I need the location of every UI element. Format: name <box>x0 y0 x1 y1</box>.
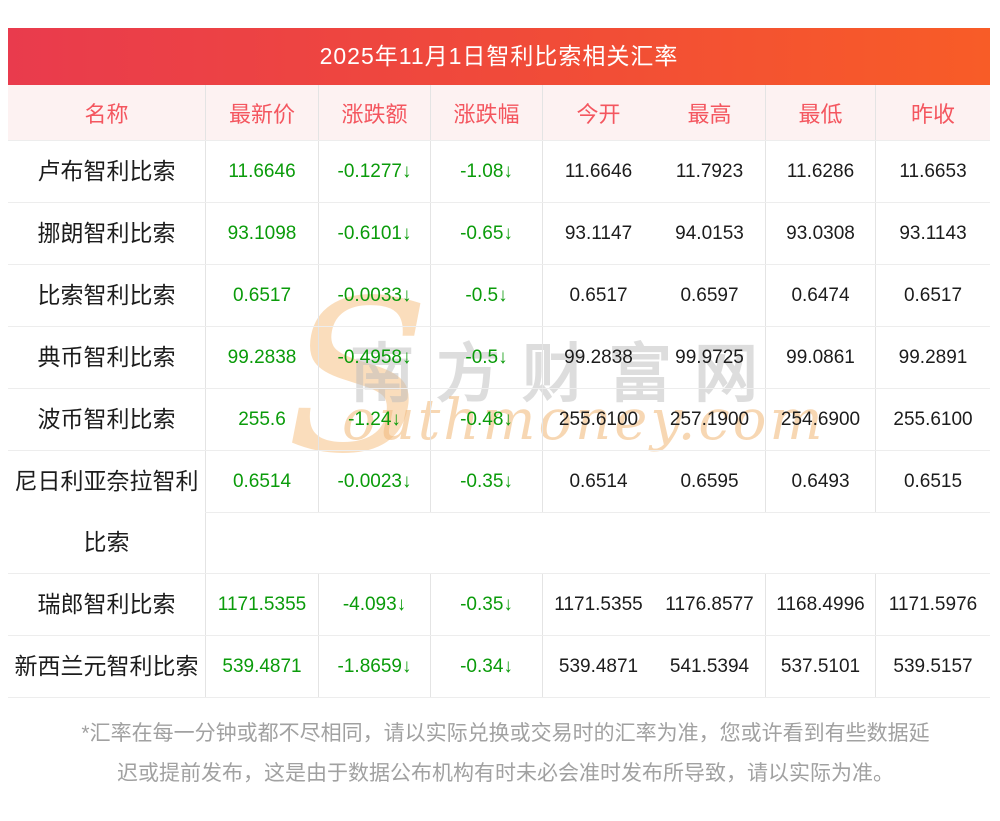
col-header-low: 最低 <box>765 85 875 140</box>
change-amount: -0.6101↓ <box>318 203 430 264</box>
latest-price: 11.6646 <box>205 141 318 202</box>
low-price: 0.6474 <box>765 265 875 326</box>
prev-close-price: 93.1143 <box>875 203 990 264</box>
change-amount: -0.0033↓ <box>318 265 430 326</box>
disclaimer-line-2: 迟或提前发布，这是由于数据公布机构有时未必会准时发布所导致，请以实际为准。 <box>117 762 894 785</box>
latest-price: 1171.5355 <box>205 574 318 635</box>
change-amount: -0.4958↓ <box>318 327 430 388</box>
page-title: 2025年11月1日智利比索相关汇率 <box>8 28 990 85</box>
high-price: 99.9725 <box>675 346 744 368</box>
change-percent: -0.48↓ <box>430 389 542 450</box>
currency-name: 比索智利比索 <box>37 282 176 308</box>
open-price: 539.4871 <box>558 655 639 677</box>
open-price: 99.2838 <box>564 346 633 368</box>
currency-name: 瑞郎智利比索 <box>37 591 176 617</box>
change-amount: -1.8659↓ <box>318 636 430 697</box>
high-price: 541.5394 <box>669 655 750 677</box>
latest-price: 93.1098 <box>205 203 318 264</box>
currency-name: 挪朗智利比索 <box>37 220 176 246</box>
rates-table: S 南方财富网 outhmoney.com 名称 最新价 涨跌额 涨跌幅 今开 … <box>8 85 990 698</box>
currency-name: 尼日利亚奈拉智利比索 <box>14 468 199 555</box>
currency-name: 典币智利比索 <box>37 344 176 370</box>
change-percent: -0.5↓ <box>430 327 542 388</box>
open-high-group: 99.2838 99.9725 <box>542 327 765 388</box>
open-high-group: 11.6646 11.7923 <box>542 141 765 202</box>
col-header-change: 涨跌额 <box>318 85 430 140</box>
latest-price: 0.6514 <box>205 451 318 512</box>
change-percent: -0.65↓ <box>430 203 542 264</box>
high-price: 94.0153 <box>675 222 744 244</box>
change-amount: -4.093↓ <box>318 574 430 635</box>
prev-close-price: 255.6100 <box>875 389 990 450</box>
open-price: 1171.5355 <box>554 593 643 615</box>
high-price: 0.6595 <box>680 470 739 492</box>
table-body: 卢布智利比索 11.6646 -0.1277↓ -1.08↓ 11.6646 1… <box>8 141 990 698</box>
low-price: 537.5101 <box>765 636 875 697</box>
table-row: 卢布智利比索 11.6646 -0.1277↓ -1.08↓ 11.6646 1… <box>8 141 990 203</box>
empty-spacer-cell <box>205 513 990 573</box>
open-high-group: 255.6100 257.1900 <box>542 389 765 450</box>
change-amount: -0.0023↓ <box>318 451 430 512</box>
open-high-group: 0.6514 0.6595 <box>542 451 765 512</box>
change-percent: -0.35↓ <box>430 451 542 512</box>
change-percent: -0.34↓ <box>430 636 542 697</box>
latest-price: 539.4871 <box>205 636 318 697</box>
change-percent: -0.5↓ <box>430 265 542 326</box>
disclaimer-note: *汇率在每一分钟或都不尽相同，请以实际兑换或交易时的汇率为准，您或许看到有些数据… <box>8 714 1000 794</box>
table-row: 尼日利亚奈拉智利比索 0.6514 -0.0023↓ -0.35↓ 0.6514… <box>8 451 990 574</box>
currency-name: 新西兰元智利比索 <box>14 653 199 679</box>
change-amount: -1.24↓ <box>318 389 430 450</box>
prev-close-price: 0.6517 <box>875 265 990 326</box>
low-price: 254.6900 <box>765 389 875 450</box>
open-high-group: 539.4871 541.5394 <box>542 636 765 697</box>
col-header-name: 名称 <box>84 101 129 127</box>
open-price: 93.1147 <box>564 222 633 244</box>
exchange-rate-board: 2025年11月1日智利比索相关汇率 S 南方财富网 outhmoney.com… <box>8 28 990 794</box>
prev-close-price: 1171.5976 <box>875 574 990 635</box>
open-price: 255.6100 <box>558 408 639 430</box>
disclaimer-line-1: *汇率在每一分钟或都不尽相同，请以实际兑换或交易时的汇率为准，您或许看到有些数据… <box>81 722 930 745</box>
currency-name: 波币智利比索 <box>37 406 176 432</box>
table-row: 瑞郎智利比索 1171.5355 -4.093↓ -0.35↓ 1171.535… <box>8 574 990 636</box>
prev-close-price: 0.6515 <box>875 451 990 512</box>
open-price: 0.6514 <box>569 470 628 492</box>
col-header-open: 今开 <box>576 101 621 127</box>
low-price: 1168.4996 <box>765 574 875 635</box>
low-price: 0.6493 <box>765 451 875 512</box>
prev-close-price: 539.5157 <box>875 636 990 697</box>
col-header-prev-close: 昨收 <box>875 85 990 140</box>
change-amount: -0.1277↓ <box>318 141 430 202</box>
high-price: 1176.8577 <box>665 593 754 615</box>
prev-close-price: 99.2891 <box>875 327 990 388</box>
table-row: 比索智利比索 0.6517 -0.0033↓ -0.5↓ 0.6517 0.65… <box>8 265 990 327</box>
open-price: 0.6517 <box>569 284 628 306</box>
latest-price: 255.6 <box>205 389 318 450</box>
high-price: 11.7923 <box>675 160 744 182</box>
latest-price: 0.6517 <box>205 265 318 326</box>
low-price: 99.0861 <box>765 327 875 388</box>
open-high-group: 1171.5355 1176.8577 <box>542 574 765 635</box>
table-row: 挪朗智利比索 93.1098 -0.6101↓ -0.65↓ 93.1147 9… <box>8 203 990 265</box>
low-price: 93.0308 <box>765 203 875 264</box>
col-header-high: 最高 <box>687 101 732 127</box>
open-price: 11.6646 <box>564 160 633 182</box>
col-header-latest: 最新价 <box>205 85 318 140</box>
table-row: 波币智利比索 255.6 -1.24↓ -0.48↓ 255.6100 257.… <box>8 389 990 451</box>
table-row: 新西兰元智利比索 539.4871 -1.8659↓ -0.34↓ 539.48… <box>8 636 990 698</box>
col-header-open-high-group: 今开 最高 <box>542 85 765 140</box>
prev-close-price: 11.6653 <box>875 141 990 202</box>
change-percent: -1.08↓ <box>430 141 542 202</box>
open-high-group: 0.6517 0.6597 <box>542 265 765 326</box>
col-header-pct: 涨跌幅 <box>430 85 542 140</box>
currency-name: 卢布智利比索 <box>37 158 176 184</box>
table-header-row: 名称 最新价 涨跌额 涨跌幅 今开 最高 最低 昨收 <box>8 85 990 141</box>
latest-price: 99.2838 <box>205 327 318 388</box>
high-price: 257.1900 <box>669 408 750 430</box>
open-high-group: 93.1147 94.0153 <box>542 203 765 264</box>
change-percent: -0.35↓ <box>430 574 542 635</box>
table-row: 典币智利比索 99.2838 -0.4958↓ -0.5↓ 99.2838 99… <box>8 327 990 389</box>
low-price: 11.6286 <box>765 141 875 202</box>
high-price: 0.6597 <box>680 284 739 306</box>
